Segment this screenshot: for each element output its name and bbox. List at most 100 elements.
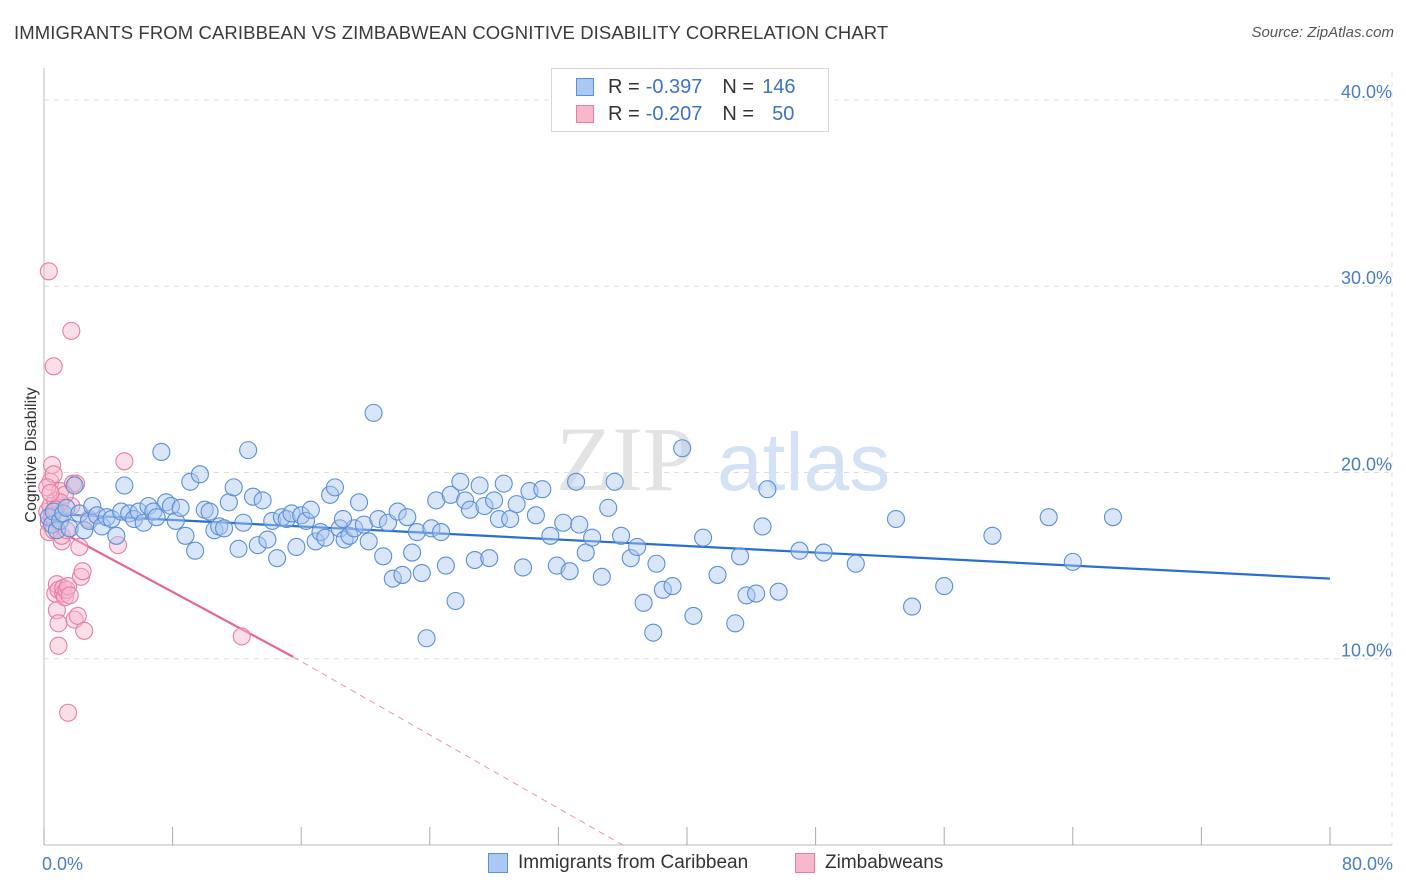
caribbean-point xyxy=(814,543,833,562)
zimbabwean-point xyxy=(47,601,66,620)
caribbean-point xyxy=(507,495,526,514)
zimbabwean-points xyxy=(38,262,251,722)
caribbean-point xyxy=(663,577,682,596)
y-tick-label: 10.0% xyxy=(1341,641,1392,661)
zimbabwean-point xyxy=(49,614,68,633)
caribbean-point xyxy=(446,591,465,611)
caribbean-point xyxy=(465,550,484,570)
caribbean-point xyxy=(350,493,369,512)
correlation-legend: R = -0.397 N = 146 R = -0.207 N = 50 xyxy=(551,68,829,132)
caribbean-point xyxy=(417,629,436,648)
caribbean-point xyxy=(621,549,640,568)
zimbabwean-point xyxy=(60,586,79,605)
caribbean-point xyxy=(144,502,163,521)
y-tick-label: 40.0% xyxy=(1341,82,1392,102)
zimbabwean-point xyxy=(68,606,87,625)
caribbean-point xyxy=(176,526,195,545)
pink-swatch xyxy=(795,853,815,873)
caribbean-point xyxy=(403,543,422,562)
pink-swatch xyxy=(576,105,594,123)
caribbean-point xyxy=(388,502,407,521)
caribbean-point xyxy=(485,491,504,510)
caribbean-point xyxy=(359,532,378,551)
caribbean-point xyxy=(846,554,865,573)
caribbean-point xyxy=(726,614,745,633)
caribbean-point xyxy=(268,549,287,568)
caribbean-point xyxy=(364,403,383,422)
caribbean-point xyxy=(102,509,121,529)
zimbabwean-point xyxy=(62,321,81,340)
caribbean-point xyxy=(115,476,134,495)
zimbabwean-point xyxy=(70,537,89,557)
caribbean-point xyxy=(287,537,306,557)
caribbean-point xyxy=(253,491,272,510)
caribbean-point xyxy=(647,554,666,573)
caribbean-point xyxy=(902,597,922,616)
caribbean-point xyxy=(60,519,79,538)
zimbabwean-point xyxy=(41,483,60,503)
caribbean-point xyxy=(501,509,520,529)
caribbean-point xyxy=(1063,552,1082,571)
caribbean-point xyxy=(243,487,263,506)
r-label: R = xyxy=(608,75,640,98)
caribbean-point xyxy=(560,562,579,581)
caribbean-points xyxy=(39,403,1123,648)
caribbean-point xyxy=(83,496,102,516)
caribbean-point xyxy=(54,504,73,523)
caribbean-point xyxy=(634,593,653,612)
caribbean-point xyxy=(570,515,589,534)
zimbabwean-point xyxy=(75,621,94,640)
zimbabwean-point xyxy=(108,536,127,555)
caribbean-point xyxy=(694,528,713,547)
caribbean-point xyxy=(316,528,335,547)
zimbabwean-point xyxy=(44,465,63,484)
n-label: N = xyxy=(722,102,755,125)
bottom-legend-zimbabwean: Zimbabweans xyxy=(795,852,943,874)
r-value: -0.207 xyxy=(645,102,703,125)
chart-title: IMMIGRANTS FROM CARIBBEAN VS ZIMBABWEAN … xyxy=(14,22,889,43)
r-label: R = xyxy=(608,102,640,125)
n-value: 50 xyxy=(772,102,795,125)
caribbean-point xyxy=(494,474,513,493)
caribbean-point xyxy=(258,530,277,549)
caribbean-point xyxy=(129,502,148,521)
caribbean-point xyxy=(684,606,703,625)
zimbabwean-point xyxy=(52,532,71,551)
x-tick-label: 80.0% xyxy=(1342,854,1393,874)
bottom-legend-caribbean: Immigrants from Caribbean xyxy=(488,852,748,874)
caribbean-point xyxy=(325,478,345,497)
caribbean-point xyxy=(673,439,692,458)
caribbean-point xyxy=(475,496,494,516)
caribbean-point xyxy=(612,526,631,545)
legend-row-zimbabwean: R = -0.207 N = 50 xyxy=(576,101,794,127)
y-tick-label: 30.0% xyxy=(1341,268,1392,288)
caribbean-point xyxy=(306,532,325,551)
tick-labels: 10.0% 20.0% 30.0% 40.0% 0.0% 80.0% xyxy=(42,82,1393,874)
watermark-atlas: atlas xyxy=(717,417,890,508)
caribbean-point xyxy=(747,584,766,603)
caribbean-point xyxy=(398,508,417,527)
caribbean-point xyxy=(374,547,393,566)
source-label: Source: ZipAtlas.com xyxy=(1251,24,1394,41)
zimbabwean-point xyxy=(44,357,63,376)
caribbean-point xyxy=(592,567,611,586)
watermark: ZIP atlas xyxy=(556,408,890,510)
caribbean-point xyxy=(886,509,906,529)
zimbabwean-point xyxy=(59,703,78,722)
caribbean-point xyxy=(456,491,475,510)
caribbean-point xyxy=(383,569,402,588)
caribbean-point xyxy=(200,502,219,521)
caribbean-point xyxy=(263,511,282,530)
caribbean-point xyxy=(567,472,586,491)
caribbean-point xyxy=(576,543,595,562)
caribbean-point xyxy=(526,506,545,525)
caribbean-point xyxy=(186,541,205,560)
caribbean-point xyxy=(412,564,431,583)
x-tick-label: 0.0% xyxy=(42,854,83,874)
caribbean-point xyxy=(460,500,480,519)
zimbabwean-point xyxy=(73,562,92,581)
caribbean-point xyxy=(583,528,602,547)
caribbean-point xyxy=(1103,508,1123,527)
caribbean-point xyxy=(513,558,533,577)
